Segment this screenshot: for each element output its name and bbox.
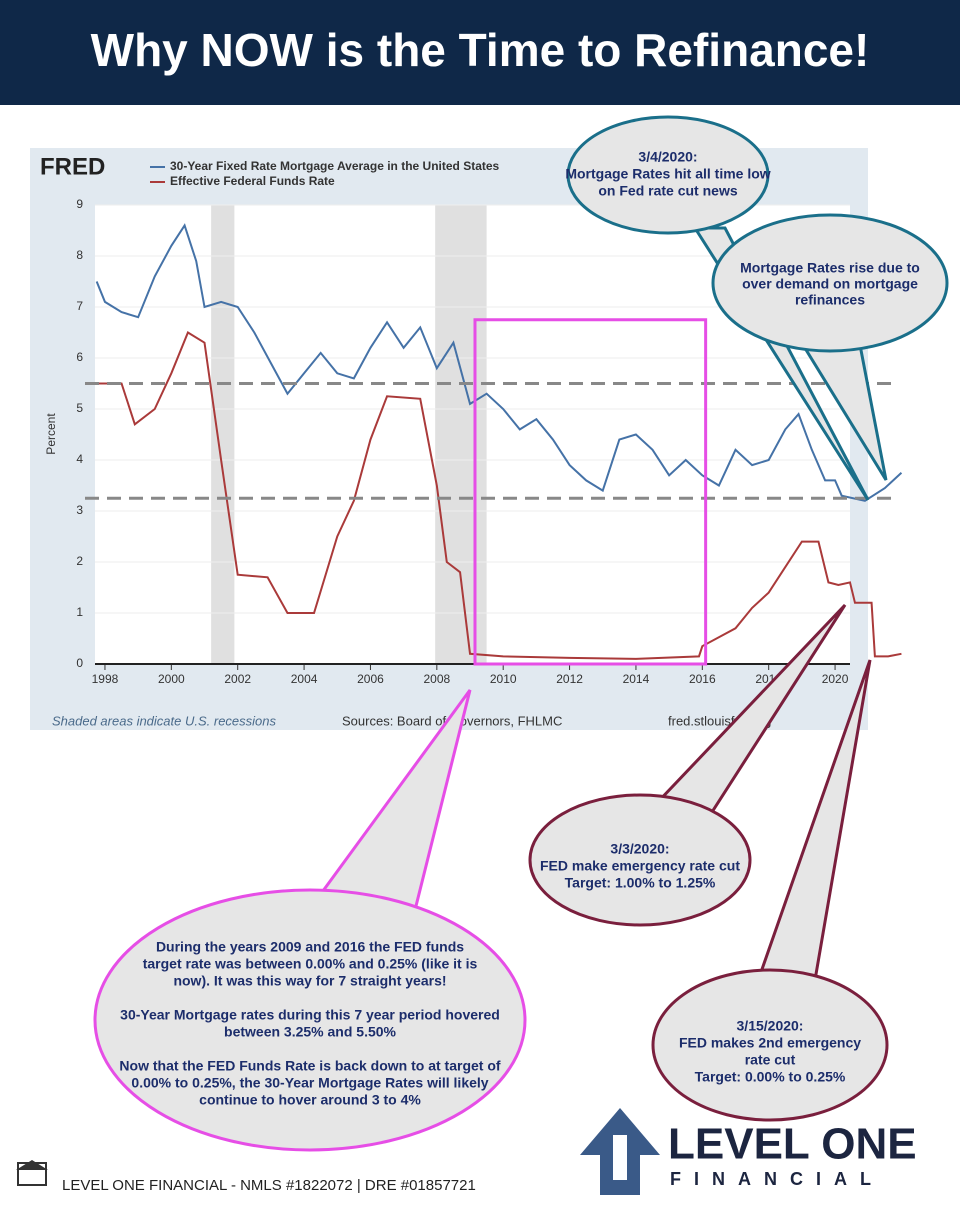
y-tick-label: 4 [76, 452, 83, 466]
x-tick-label: 2002 [224, 672, 251, 686]
recession [211, 205, 235, 664]
x-tick-label: 1998 [92, 672, 119, 686]
logo-name: LEVEL ONE [668, 1120, 917, 1169]
y-label: Percent [44, 413, 58, 455]
annotation-line: 0.00% to 0.25%, the 30-Year Mortgage Rat… [131, 1075, 488, 1091]
x-tick-label: 2016 [689, 672, 716, 686]
highlight-box [473, 318, 708, 666]
x-tick-label: 2020 [822, 672, 849, 686]
annotation-line: Mortgage Rates rise due to [740, 260, 920, 276]
legend-label: 30-Year Fixed Rate Mortgage Average in t… [170, 159, 500, 173]
y-tick-label: 8 [76, 248, 83, 262]
footer-text: LEVEL ONE FINANCIAL - NMLS #1822072 | DR… [62, 1177, 476, 1194]
annotation-line: between 3.25% and 5.50% [224, 1024, 397, 1040]
bubble-5 [93, 689, 527, 1152]
header-band [0, 0, 960, 105]
y-tick-label: 1 [76, 605, 83, 619]
y-tick-label: 3 [76, 503, 83, 517]
annotation-line: FED makes 2nd emergency [679, 1035, 861, 1051]
x-tick-label: 2010 [490, 672, 517, 686]
y-tick-label: 7 [76, 299, 83, 313]
series-line [96, 331, 902, 660]
recession-note: Shaded areas indicate U.S. recessions [52, 713, 277, 728]
annotation-line: 3/3/2020: [610, 841, 669, 857]
legend-label: Effective Federal Funds Rate [170, 174, 335, 188]
y-tick-label: 5 [76, 401, 83, 415]
title: Why NOW is the Time to Refinance! [91, 24, 870, 76]
annotation-line: During the years 2009 and 2016 the FED f… [156, 939, 464, 955]
x-tick-label: 2004 [291, 672, 318, 686]
annotation-line: over demand on mortgage [742, 276, 918, 292]
x-tick-label: 2012 [556, 672, 583, 686]
logo-icon [580, 1108, 660, 1195]
x-tick-label: 2006 [357, 672, 384, 686]
logo-sub: FINANCIAL [670, 1169, 884, 1189]
y-tick-label: 0 [76, 656, 83, 670]
x-tick-label: 2014 [623, 672, 650, 686]
y-tick-label: 9 [76, 197, 83, 211]
annotation-line: on Fed rate cut news [598, 183, 737, 199]
recession [435, 205, 487, 664]
annotation-line: continue to hover around 3 to 4% [199, 1092, 421, 1108]
annotation-line: now). It was this way for 7 straight yea… [173, 973, 446, 989]
annotation-line: Target: 1.00% to 1.25% [565, 875, 716, 891]
y-tick-label: 2 [76, 554, 83, 568]
annotation-line: Target: 0.00% to 0.25% [695, 1069, 846, 1085]
annotation-line: 3/4/2020: [638, 149, 697, 165]
x-tick-label: 2000 [158, 672, 185, 686]
annotation-line: 3/15/2020: [737, 1018, 804, 1034]
bubble-4 [651, 659, 889, 1122]
series-line [95, 223, 903, 502]
annotation-line: Now that the FED Funds Rate is back down… [119, 1058, 500, 1074]
annotation-line: target rate was between 0.00% and 0.25% … [143, 956, 478, 972]
bubble-2 [711, 213, 949, 481]
bubble-3 [528, 603, 847, 927]
annotation-line: rate cut [745, 1052, 796, 1068]
x-tick-label: 2008 [423, 672, 450, 686]
fred-logo: FRED [40, 153, 105, 180]
annotation-line: FED make emergency rate cut [540, 858, 740, 874]
annotation-line: Mortgage Rates hit all time low [565, 166, 770, 182]
y-tick-label: 6 [76, 350, 83, 364]
annotation-line: refinances [795, 292, 865, 308]
eho-icon [16, 1160, 48, 1186]
annotation-line: 30-Year Mortgage rates during this 7 yea… [120, 1007, 500, 1023]
